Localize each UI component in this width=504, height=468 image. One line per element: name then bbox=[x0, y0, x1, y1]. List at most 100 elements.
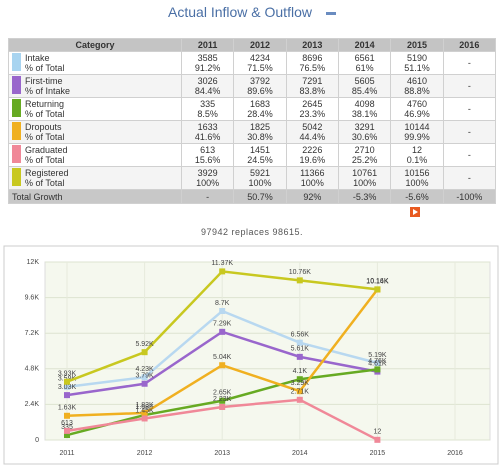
cell: 10144 99.9% bbox=[390, 120, 444, 144]
table-row: Registered% of Total 3929 100% 5921 100% 1136… bbox=[8, 166, 497, 190]
cell-line: 2645 bbox=[302, 99, 323, 109]
cell-line: 41.6% bbox=[194, 132, 221, 142]
point bbox=[141, 374, 148, 381]
cell-line: 38.1% bbox=[351, 109, 378, 119]
collapse-icon[interactable] bbox=[325, 11, 336, 15]
label-line: Dropouts bbox=[25, 122, 62, 132]
label-line: % of Total bbox=[25, 178, 65, 188]
data-label: 5.61K bbox=[291, 346, 310, 353]
point bbox=[296, 396, 303, 403]
cell-line: 1633 bbox=[197, 122, 218, 132]
cell: 1825 30.8% bbox=[233, 120, 287, 144]
x-tick-label: 2014 bbox=[292, 450, 308, 457]
cell: 11366 100% bbox=[285, 166, 339, 190]
point bbox=[219, 403, 226, 410]
cell-line: 15.6% bbox=[194, 155, 221, 165]
cell: 5921 100% bbox=[233, 166, 287, 190]
export-icon[interactable] bbox=[410, 207, 420, 217]
cell: 3291 30.6% bbox=[337, 120, 392, 144]
cell-line: 5921 bbox=[249, 168, 270, 178]
data-label: 8.7K bbox=[215, 300, 230, 307]
point bbox=[141, 380, 148, 387]
cell-line: 61% bbox=[355, 63, 374, 73]
x-tick-label: 2015 bbox=[370, 450, 386, 457]
point bbox=[141, 409, 148, 416]
data-label: 3.29K bbox=[291, 380, 310, 387]
category-cell: Dropouts% of Total bbox=[8, 120, 182, 144]
cell: 3792 89.6% bbox=[233, 74, 287, 98]
swatch bbox=[12, 122, 21, 140]
cell-line: 100% bbox=[248, 178, 272, 188]
cell: 3585 91.2% bbox=[180, 51, 235, 75]
cell-line: 100% bbox=[405, 178, 429, 188]
label-line: % of Intake bbox=[25, 86, 71, 96]
swatch bbox=[12, 99, 21, 117]
chart: 0 2.4K 4.8K 7.2K 9.6K 12K 2011 2012 2013 2014 2015… bbox=[3, 245, 499, 465]
cell-line: 4098 bbox=[354, 99, 375, 109]
cell-line: - bbox=[467, 173, 471, 183]
column-header: 2014 bbox=[337, 38, 392, 52]
point bbox=[64, 432, 70, 439]
cell-line: 1825 bbox=[249, 122, 270, 132]
cell: - bbox=[442, 74, 497, 98]
cell-line: - bbox=[467, 127, 471, 137]
swatch bbox=[12, 53, 21, 71]
header-row: Category 2011 2012 2013 2014 2015 2016 bbox=[8, 38, 497, 52]
cell-line: 5190 bbox=[406, 53, 427, 63]
column-header: 2011 bbox=[180, 38, 235, 52]
point bbox=[296, 277, 303, 284]
point bbox=[219, 397, 226, 404]
cell: - bbox=[442, 51, 497, 75]
cell: 10156 100% bbox=[390, 166, 444, 190]
cell: 6561 61% bbox=[337, 51, 392, 75]
cell-line: 5605 bbox=[354, 76, 375, 86]
data-label: 4.61K bbox=[368, 360, 387, 367]
cell: 2710 25.2% bbox=[337, 143, 392, 167]
total-label: Total Growth bbox=[8, 189, 182, 204]
data-label: 2.71K bbox=[291, 389, 310, 396]
x-tick-label: 2011 bbox=[59, 450, 74, 457]
point bbox=[296, 388, 303, 395]
header: Actual Inflow & Outflow bbox=[0, 4, 504, 20]
point bbox=[64, 383, 70, 390]
point bbox=[374, 286, 381, 293]
label-line: Registered bbox=[25, 168, 69, 178]
cell-line: 10156 bbox=[404, 168, 430, 178]
data-label: 10.16K bbox=[366, 278, 389, 285]
data-label: 5.19K bbox=[368, 352, 387, 359]
column-header: 2013 bbox=[285, 38, 339, 52]
cell: 613 15.6% bbox=[180, 143, 235, 167]
cell-line: - bbox=[467, 58, 471, 68]
cell-line: 8696 bbox=[302, 53, 323, 63]
point bbox=[64, 392, 70, 399]
swatch bbox=[12, 145, 21, 163]
cell-line: 71.5% bbox=[247, 63, 273, 73]
cell: 5042 44.4% bbox=[285, 120, 339, 144]
data-label: 2.23K bbox=[213, 396, 232, 403]
category-cell: Registered% of Total bbox=[8, 166, 182, 190]
cell-line: 2710 bbox=[354, 145, 375, 155]
cell-line: 10144 bbox=[404, 122, 430, 132]
data-label: 11.37K bbox=[211, 260, 233, 267]
category-cell: Returning% of Total bbox=[8, 97, 182, 121]
cell: 92% bbox=[285, 189, 339, 204]
cell-line: 91.2% bbox=[194, 63, 221, 73]
cell-line: 0.1% bbox=[406, 155, 428, 165]
swatch bbox=[12, 168, 21, 186]
cell-line: 88.8% bbox=[404, 86, 430, 96]
cell-line: 83.8% bbox=[299, 86, 326, 96]
cell-line: - bbox=[467, 104, 471, 114]
cell-line: 99.9% bbox=[404, 132, 430, 142]
label: Dropouts% of Total bbox=[25, 122, 64, 142]
cell-line: 6561 bbox=[354, 53, 375, 63]
y-tick-label: 7.2K bbox=[25, 330, 40, 337]
label: First-time% of Intake bbox=[25, 76, 70, 96]
point bbox=[219, 308, 226, 315]
cell-line: - bbox=[467, 81, 471, 91]
point bbox=[296, 339, 303, 346]
category-cell: Intake% of Total bbox=[8, 51, 182, 75]
cell: 1683 28.4% bbox=[233, 97, 287, 121]
data-label: 5.04K bbox=[213, 354, 232, 361]
x-tick-label: 2012 bbox=[137, 450, 153, 457]
label-line: % of Total bbox=[25, 132, 65, 142]
